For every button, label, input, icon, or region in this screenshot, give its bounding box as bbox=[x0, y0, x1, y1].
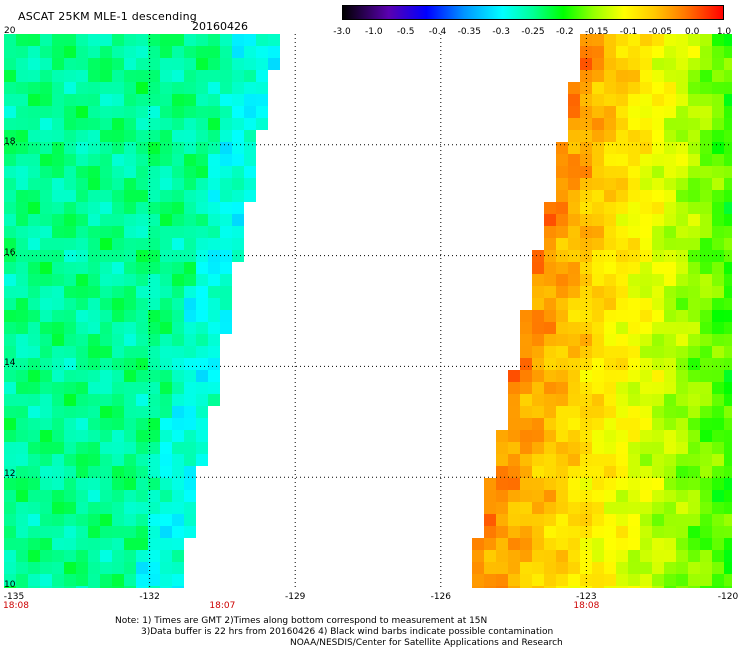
wind-map bbox=[4, 34, 732, 588]
latitude-label: 12 bbox=[4, 469, 16, 480]
longitude-label: -126 bbox=[430, 592, 452, 602]
note-line-1: Note: 1) Times are GMT 2)Times along bot… bbox=[115, 616, 488, 626]
colorbar-tick-label: 0.0 bbox=[684, 27, 700, 37]
colorbar-tick-label: -0.25 bbox=[521, 27, 545, 37]
map-title: ASCAT 25KM MLE-1 descending bbox=[18, 10, 197, 23]
colorbar bbox=[342, 5, 724, 20]
colorbar-tick-label: -0.05 bbox=[648, 27, 672, 37]
colorbar-tick-label: -0.35 bbox=[457, 27, 481, 37]
longitude-label: -123 bbox=[576, 592, 597, 602]
colorbar-tick-label: -3.0 bbox=[333, 27, 351, 37]
map-date: 20160426 bbox=[192, 20, 248, 33]
longitude-label: -135 bbox=[3, 592, 25, 602]
colorbar-tick-label: -0.4 bbox=[428, 27, 447, 37]
colorbar-tick-label: -0.1 bbox=[619, 27, 638, 37]
time-label: 18:07 bbox=[209, 601, 236, 611]
longitude-label: -120 bbox=[717, 592, 739, 602]
longitude-label: -132 bbox=[139, 592, 160, 602]
colorbar-tick-label: -0.3 bbox=[492, 27, 510, 37]
latitude-label: 20 bbox=[4, 26, 16, 36]
colorbar-tick-label: -0.15 bbox=[585, 27, 609, 37]
latitude-label: 16 bbox=[4, 247, 16, 258]
note-line-2: 3)Data buffer is 22 hrs from 20160426 4)… bbox=[141, 627, 554, 637]
wind-field-cells bbox=[4, 34, 732, 588]
colorbar-tick-label: -0.5 bbox=[396, 27, 415, 37]
longitude-label: -129 bbox=[284, 592, 306, 602]
time-label: 18:08 bbox=[3, 601, 29, 611]
colorbar-tick-label: -1.0 bbox=[365, 27, 383, 37]
latitude-label: 10 bbox=[4, 580, 16, 590]
colorbar-tick-label: -0.2 bbox=[556, 27, 574, 37]
colorbar-tick-label: 1.0 bbox=[716, 27, 732, 37]
latitude-label: 18 bbox=[4, 136, 16, 147]
note-line-3: NOAA/NESDIS/Center for Satellite Applica… bbox=[290, 638, 563, 648]
time-label: 18:08 bbox=[573, 601, 600, 611]
latitude-label: 14 bbox=[4, 358, 16, 369]
